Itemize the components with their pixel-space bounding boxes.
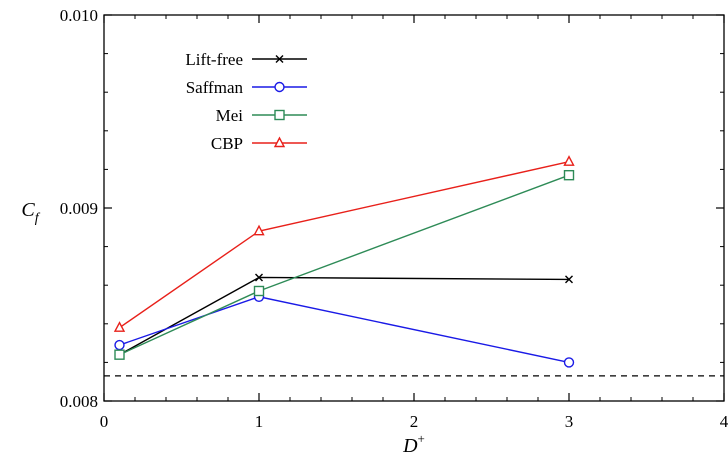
legend-marker-mei bbox=[274, 109, 285, 121]
legend-marker-lift-free bbox=[275, 55, 284, 63]
series-line-saffman bbox=[119, 296, 570, 364]
x-axis-title: D+ bbox=[402, 431, 425, 457]
data-point-mei bbox=[253, 285, 265, 297]
legend-entry-cbp: CBP bbox=[211, 134, 307, 153]
data-point-lift-free bbox=[565, 275, 573, 284]
data-point-mei bbox=[114, 349, 125, 360]
data-point-saffman bbox=[114, 339, 125, 351]
series-saffman bbox=[114, 291, 575, 368]
legend-label-saffman: Saffman bbox=[186, 78, 244, 97]
legend-marker-saffman bbox=[274, 81, 285, 93]
series-mei bbox=[114, 169, 575, 360]
legend-label-mei: Mei bbox=[216, 106, 244, 125]
series-lift-free bbox=[115, 273, 573, 359]
axis-ticks bbox=[103, 14, 725, 402]
legend-entry-mei: Mei bbox=[216, 106, 307, 125]
x-tick-label: 1 bbox=[255, 412, 264, 431]
data-point-cbp bbox=[253, 224, 265, 236]
legend: Lift-free Saffman Mei CBP bbox=[185, 50, 307, 153]
legend-marker-cbp bbox=[273, 136, 286, 148]
y-axis-title: Cf bbox=[21, 199, 40, 226]
series-cbp bbox=[113, 155, 575, 332]
data-point-saffman bbox=[563, 357, 575, 368]
x-tick-label: 0 bbox=[100, 412, 109, 431]
plot-area bbox=[103, 14, 725, 402]
series-line-mei bbox=[119, 174, 570, 356]
y-tick-label: 0.008 bbox=[60, 392, 98, 411]
data-point-mei bbox=[563, 169, 575, 181]
y-tick-label: 0.009 bbox=[60, 199, 98, 218]
series-line-lift-free bbox=[119, 276, 570, 356]
data-point-cbp bbox=[113, 321, 126, 332]
data-point-lift-free bbox=[255, 273, 263, 282]
series-line-cbp bbox=[119, 160, 570, 329]
x-tick-label: 2 bbox=[410, 412, 419, 431]
data-point-cbp bbox=[563, 155, 575, 166]
y-tick-label: 0.010 bbox=[60, 6, 98, 25]
legend-entry-lift-free: Lift-free bbox=[185, 50, 307, 69]
x-tick-label: 4 bbox=[720, 412, 728, 431]
legend-label-cbp: CBP bbox=[211, 134, 243, 153]
legend-entry-saffman: Saffman bbox=[186, 78, 307, 97]
series-layer bbox=[113, 155, 575, 368]
tick-labels: 0 1 2 3 4 0.008 0.009 0.010 bbox=[60, 6, 728, 431]
legend-label-lift-free: Lift-free bbox=[185, 50, 243, 69]
x-tick-label: 3 bbox=[565, 412, 574, 431]
